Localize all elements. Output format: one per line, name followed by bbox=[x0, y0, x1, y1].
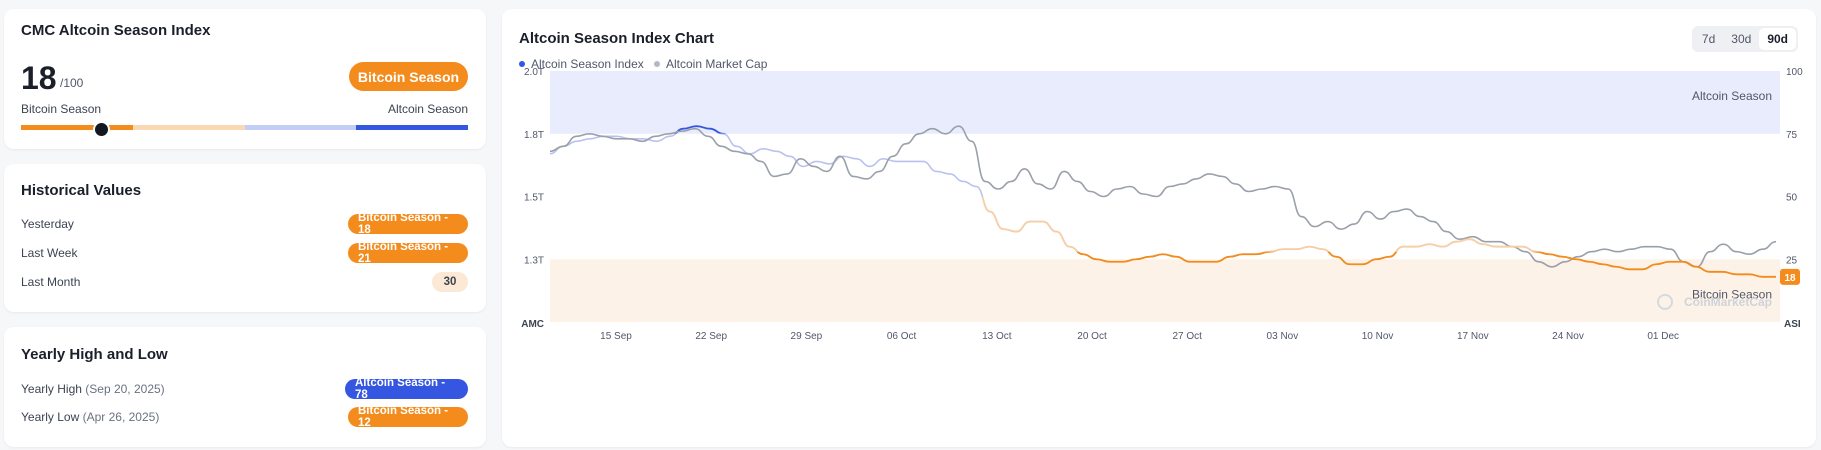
index-value: 18 bbox=[21, 60, 57, 96]
y-right-tick-label: 75 bbox=[1786, 130, 1798, 141]
legend-mcap-dot-icon bbox=[654, 61, 660, 67]
yearly-high-value: Altcoin Season - 78 bbox=[345, 377, 468, 401]
yearly-low-row: Yearly Low (Apr 26, 2025) bbox=[21, 410, 159, 424]
history-row-value: Bitcoin Season - 21 bbox=[348, 241, 468, 265]
scale-segment-bitcoin bbox=[21, 125, 133, 130]
x-tick-label: 06 Oct bbox=[887, 331, 917, 342]
coinmarketcap-logo-icon bbox=[1657, 293, 1673, 310]
x-tick-label: 13 Oct bbox=[982, 331, 1012, 342]
y-left-tick-label: 1.8T bbox=[524, 130, 544, 141]
yearly-high-label: Yearly High bbox=[21, 382, 82, 396]
legend-mcap-label: Altcoin Market Cap bbox=[666, 57, 768, 71]
altcoin-season-index-line bbox=[1076, 251, 1777, 278]
bitcoin-season-zone bbox=[550, 259, 1780, 322]
yearly-low-label: Yearly Low bbox=[21, 410, 80, 424]
y-left-tick-label: 1.5T bbox=[524, 193, 544, 204]
yearly-high-date: (Sep 20, 2025) bbox=[85, 382, 165, 396]
yearly-high-low-card: Yearly High and Low Yearly High (Sep 20,… bbox=[4, 327, 486, 447]
scale-segment-altcoin bbox=[356, 125, 468, 130]
historical-title: Historical Values bbox=[21, 182, 142, 199]
yearly-title: Yearly High and Low bbox=[21, 346, 168, 363]
history-row-value: 30 bbox=[432, 272, 468, 292]
y-left-tick-label: 1.3T bbox=[524, 255, 544, 266]
x-tick-label: 22 Sep bbox=[695, 331, 727, 342]
y-right-tick-label: 50 bbox=[1786, 193, 1798, 204]
y-right-axis-title: ASI bbox=[1784, 319, 1801, 330]
x-tick-label: 20 Oct bbox=[1077, 331, 1107, 342]
x-tick-label: 03 Nov bbox=[1267, 331, 1299, 342]
legend-mcap[interactable]: Altcoin Market Cap bbox=[654, 57, 767, 71]
yearly-low-value: Bitcoin Season - 12 bbox=[348, 405, 468, 429]
chart-plot[interactable]: 18 2.0T 100 1.8T 75 1.5T 50 1.3T 25 AMC ASI 15 Sep… bbox=[502, 9, 1816, 447]
altcoin-season-zone-label: Altcoin Season bbox=[1692, 89, 1772, 103]
x-tick-label: 15 Sep bbox=[600, 331, 632, 342]
history-row-value: Bitcoin Season - 18 bbox=[348, 212, 468, 236]
altcoin-season-index-card: CMC Altcoin Season Index 18 /100 Bitcoin… bbox=[4, 9, 486, 149]
y-left-axis-title: AMC bbox=[521, 319, 544, 330]
legend-index-label: Altcoin Season Index bbox=[531, 57, 644, 71]
season-badge: Bitcoin Season bbox=[349, 62, 468, 91]
x-tick-label: 17 Nov bbox=[1457, 331, 1489, 342]
scale-right-label: Altcoin Season bbox=[387, 102, 468, 116]
current-value-tag-text: 18 bbox=[1784, 273, 1796, 284]
yearly-low-date: (Apr 26, 2025) bbox=[82, 410, 160, 424]
x-tick-label: 27 Oct bbox=[1172, 331, 1202, 342]
coinmarketcap-watermark: CoinMarketCap bbox=[1657, 293, 1772, 310]
bitcoin-season-zone-label: Bitcoin Season bbox=[1692, 287, 1772, 301]
index-denominator: /100 bbox=[60, 76, 84, 90]
history-row-label: Yesterday bbox=[21, 217, 74, 231]
x-tick-label: 24 Nov bbox=[1552, 331, 1584, 342]
x-tick-label: 01 Dec bbox=[1647, 331, 1679, 342]
range-90d-button[interactable]: 90d bbox=[1759, 28, 1796, 50]
altcoin-season-chart-card: Altcoin Season Index Chart Altcoin Seaso… bbox=[502, 9, 1816, 447]
range-7d-button[interactable]: 7d bbox=[1701, 32, 1716, 46]
yearly-high-row: Yearly High (Sep 20, 2025) bbox=[21, 382, 165, 396]
season-scale-bar bbox=[21, 121, 468, 138]
x-tick-label: 29 Sep bbox=[791, 331, 823, 342]
history-row-label: Last Week bbox=[21, 246, 78, 260]
scale-left-label: Bitcoin Season bbox=[21, 102, 102, 116]
legend-index-dot-icon bbox=[519, 61, 525, 67]
altcoin-market-cap-line bbox=[549, 125, 1777, 268]
altcoin-season-zone bbox=[550, 71, 1780, 134]
chart-title: Altcoin Season Index Chart bbox=[519, 30, 715, 47]
scale-segment-bitcoin-light bbox=[132, 125, 245, 130]
legend-index[interactable]: Altcoin Season Index bbox=[519, 57, 644, 71]
y-right-tick-label: 100 bbox=[1786, 67, 1803, 78]
time-range-selector: 7d 30d 90d bbox=[1691, 26, 1798, 52]
scale-segment-altcoin-light bbox=[244, 125, 357, 130]
history-row-label: Last Month bbox=[21, 275, 81, 289]
scale-indicator-knob bbox=[93, 121, 111, 138]
current-value-tag bbox=[1780, 268, 1800, 285]
x-tick-label: 10 Nov bbox=[1362, 331, 1394, 342]
historical-values-card: Historical Values Yesterday Bitcoin Seas… bbox=[4, 164, 486, 312]
watermark-text: CoinMarketCap bbox=[1684, 295, 1772, 309]
y-right-tick-label: 25 bbox=[1786, 255, 1798, 266]
y-left-tick-label: 2.0T bbox=[524, 67, 544, 78]
range-30d-button[interactable]: 30d bbox=[1731, 32, 1752, 46]
index-card-title: CMC Altcoin Season Index bbox=[21, 22, 211, 39]
